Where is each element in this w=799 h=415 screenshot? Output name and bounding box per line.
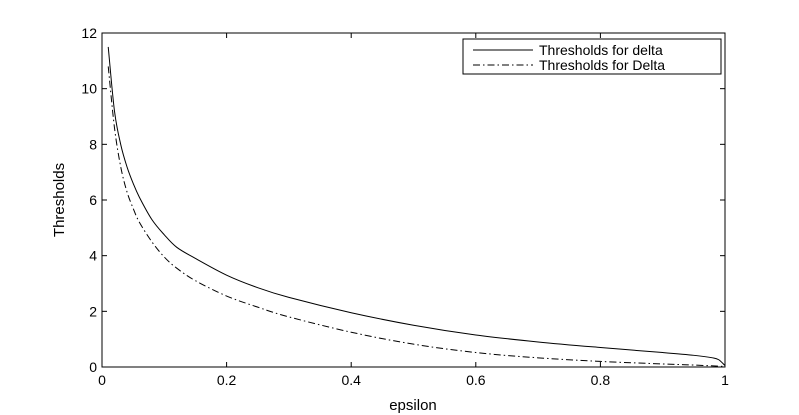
legend-label-Delta: Thresholds for Delta bbox=[539, 57, 665, 73]
x-tick-label: 0.6 bbox=[466, 372, 486, 388]
legend: Thresholds for delta Thresholds for Delt… bbox=[462, 38, 722, 75]
series-lines bbox=[107, 46, 726, 367]
x-tick-label: 0 bbox=[98, 372, 106, 388]
x-axis-label: epsilon bbox=[389, 397, 437, 414]
y-tick-label: 2 bbox=[89, 303, 97, 319]
plot-area bbox=[101, 32, 726, 368]
y-tick-label: 6 bbox=[89, 192, 97, 208]
y-tick-label: 8 bbox=[89, 136, 97, 152]
y-tick-labels: 0 2 4 6 8 10 12 bbox=[81, 25, 97, 375]
x-tick-labels: 0 0.2 0.4 0.6 0.8 1 bbox=[98, 372, 729, 388]
x-tick-label: 1 bbox=[721, 372, 729, 388]
legend-label-delta: Thresholds for delta bbox=[539, 42, 663, 58]
legend-box bbox=[462, 38, 722, 75]
x-tick-label: 0.8 bbox=[591, 372, 611, 388]
y-tick-label: 0 bbox=[89, 359, 97, 375]
series-line-Delta bbox=[107, 66, 726, 367]
x-tick-label: 0.4 bbox=[341, 372, 361, 388]
series-line-delta bbox=[107, 46, 726, 366]
y-axis-label: Thresholds bbox=[51, 163, 68, 237]
x-tick-label: 0.2 bbox=[217, 372, 237, 388]
axis-ticks bbox=[101, 32, 726, 368]
y-tick-label: 10 bbox=[81, 81, 97, 97]
y-tick-label: 4 bbox=[89, 248, 97, 264]
y-tick-label: 12 bbox=[81, 25, 97, 41]
